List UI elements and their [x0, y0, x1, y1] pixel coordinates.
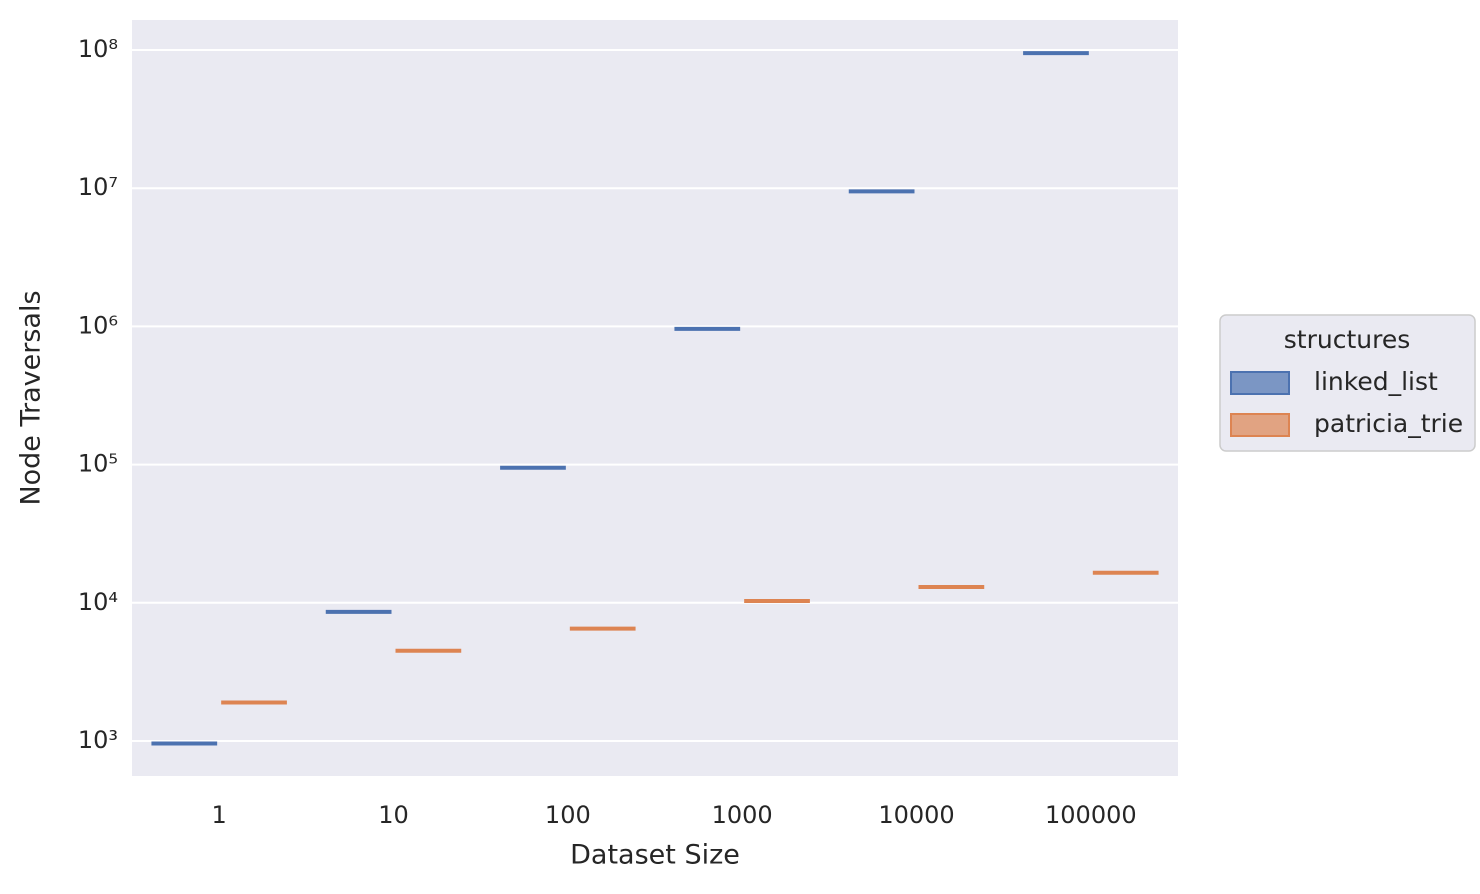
legend-title: structures [1284, 325, 1410, 354]
y-tick-label: 10⁵ [78, 450, 118, 478]
x-tick-label: 10000 [878, 801, 954, 829]
y-tick-label: 10⁸ [78, 35, 118, 63]
y-tick-label: 10⁴ [78, 588, 118, 616]
plot-background [132, 20, 1178, 776]
x-tick-label: 100000 [1045, 801, 1137, 829]
legend-label: linked_list [1314, 367, 1438, 396]
y-tick-label: 10⁷ [78, 173, 118, 201]
y-tick-label: 10⁶ [78, 311, 118, 339]
legend-swatch [1230, 371, 1290, 395]
y-axis-label: Node Traversals [16, 290, 47, 505]
legend-swatch [1230, 413, 1290, 437]
x-axis-label: Dataset Size [570, 840, 740, 871]
y-tick-label: 10³ [78, 726, 118, 754]
x-tick-label: 100 [545, 801, 591, 829]
x-tick-label: 1 [212, 801, 227, 829]
x-tick-label: 10 [378, 801, 409, 829]
x-tick-label: 1000 [712, 801, 773, 829]
legend-label: patricia_trie [1314, 409, 1463, 438]
